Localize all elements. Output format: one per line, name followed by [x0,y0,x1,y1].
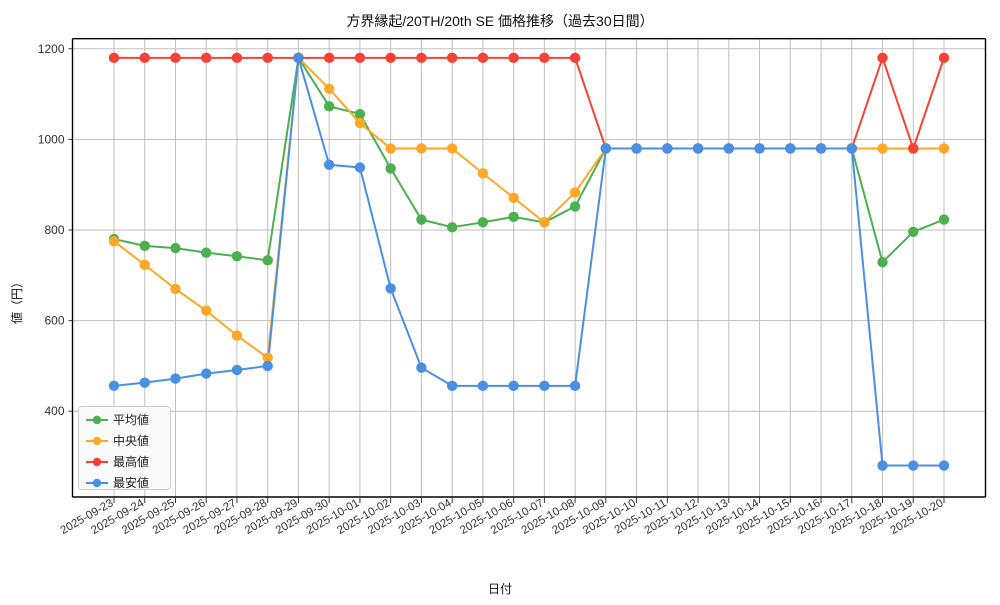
svg-text:600: 600 [44,314,64,328]
svg-text:800: 800 [44,223,64,237]
svg-text:400: 400 [44,404,64,418]
svg-text:1200: 1200 [38,42,65,56]
svg-text:1000: 1000 [38,132,65,146]
